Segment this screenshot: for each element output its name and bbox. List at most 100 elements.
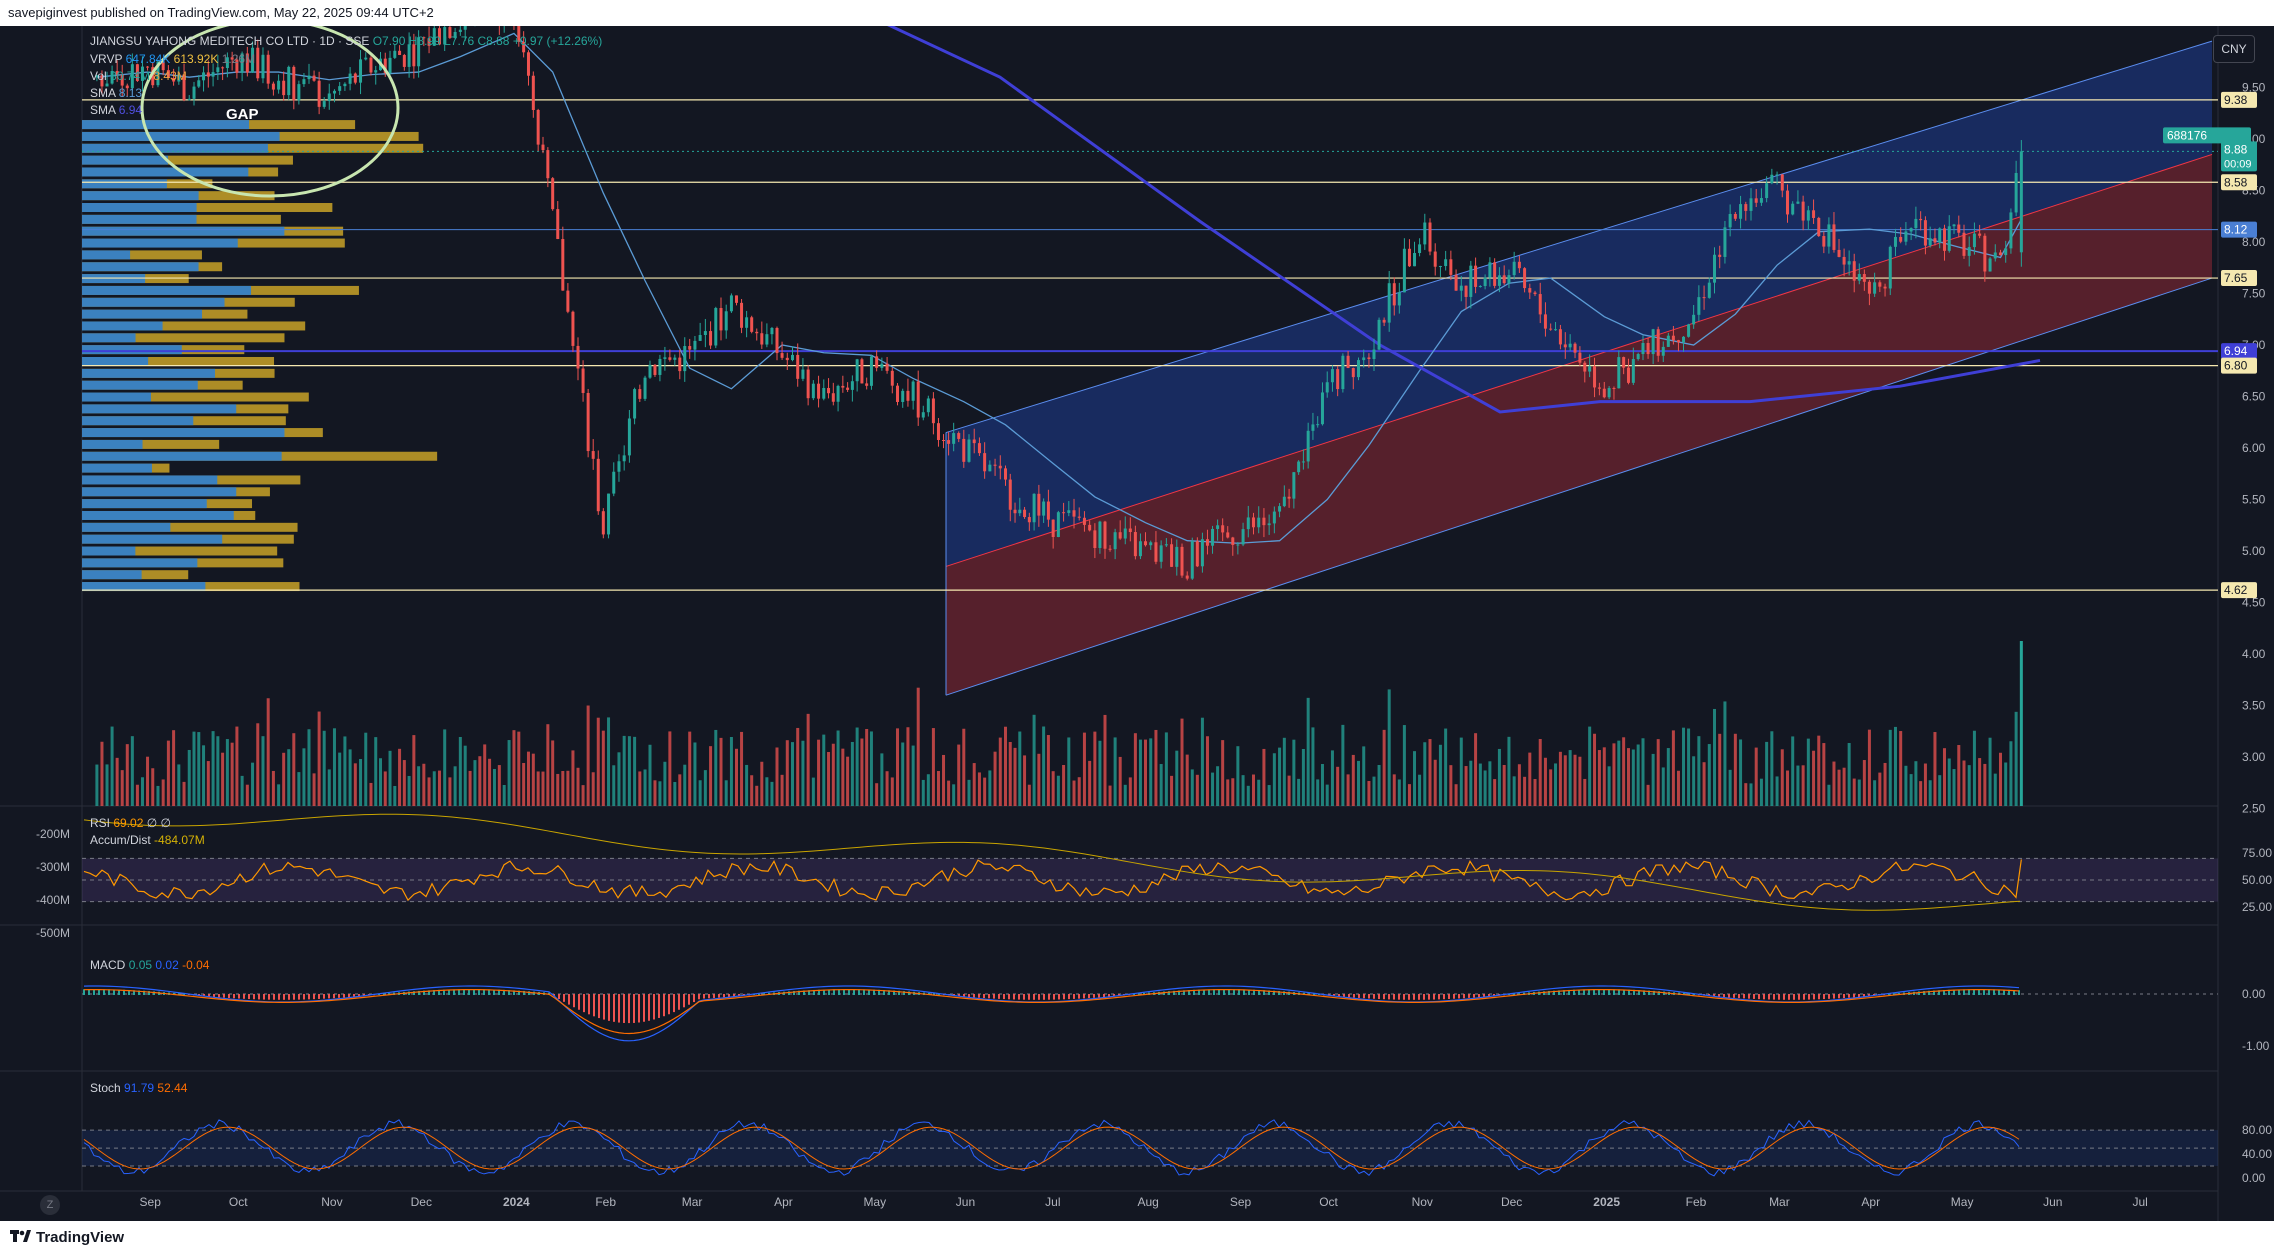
macd-hist-bar <box>1948 989 1950 995</box>
volume-bar <box>1785 770 1789 806</box>
reset-zoom-button[interactable]: Z <box>40 1195 60 1215</box>
candle-body <box>135 64 139 81</box>
volume-bar <box>453 766 457 806</box>
macd-hist-bar <box>703 994 705 999</box>
volume-bar <box>427 777 431 806</box>
candle-body <box>875 356 879 368</box>
volume-bar <box>714 729 718 806</box>
macd-hist-bar <box>453 989 455 995</box>
macd-hist-bar <box>1518 993 1520 995</box>
macd-hist-bar <box>1093 994 1095 998</box>
macd-hist-bar <box>1708 994 1710 996</box>
candle-body <box>140 66 144 81</box>
vrvp-row-up <box>82 499 207 509</box>
volume-bar <box>221 752 225 806</box>
volume-bar <box>120 770 124 806</box>
candle-body <box>1661 346 1665 356</box>
macd-hist-bar <box>178 993 180 995</box>
candle-body <box>1775 174 1779 176</box>
volume-bar <box>156 785 160 806</box>
candle-body <box>1464 285 1468 297</box>
volume-bar <box>1023 755 1027 806</box>
candle-body <box>841 385 845 388</box>
macd-hist-bar <box>1888 993 1890 995</box>
volume-bar <box>1554 763 1558 806</box>
candle-body <box>1947 226 1951 251</box>
vrvp-row-up <box>82 345 182 355</box>
macd-hist-bar <box>678 994 680 1010</box>
volume-bar <box>437 770 441 806</box>
macd-hist-bar <box>1248 989 1250 995</box>
price-axis-label: 4.00 <box>2242 647 2266 661</box>
vrvp-down: 613.92K <box>173 52 219 66</box>
macd-hist-bar <box>1243 989 1245 995</box>
macd-hist-bar <box>733 994 735 997</box>
volume-bar <box>1200 717 1204 806</box>
candle-body <box>297 84 301 101</box>
candle-body <box>261 54 265 79</box>
volume-bar <box>1154 729 1158 806</box>
macd-hist-bar <box>1098 994 1100 998</box>
macd-hist-bar <box>693 994 695 1003</box>
volume-bar <box>359 759 363 806</box>
volume-bar <box>1082 732 1086 806</box>
volume-bar <box>1474 733 1478 806</box>
candle-body <box>402 55 406 67</box>
candle-body <box>1517 261 1521 269</box>
volume-bar <box>1707 744 1711 806</box>
candle-body <box>1195 541 1199 567</box>
candle-body <box>1692 314 1696 325</box>
macd-label: MACD <box>90 958 126 972</box>
volume-bar <box>1330 750 1334 806</box>
macd-hist-bar <box>118 989 120 995</box>
macd-hist-bar <box>823 989 825 995</box>
candle-body <box>724 311 728 331</box>
candle-body <box>1578 352 1582 363</box>
candle-body <box>1149 542 1153 546</box>
macd-hist-bar <box>1793 994 1795 1000</box>
volume-bar <box>206 761 210 806</box>
macd-hist-bar <box>1973 989 1975 995</box>
macd-hist-bar <box>1258 989 1260 995</box>
macd-hist-bar <box>833 989 835 995</box>
candle-body <box>668 357 672 360</box>
candle-body <box>1032 493 1036 523</box>
chart-canvas[interactable]: 9.509.008.508.007.507.006.506.005.505.00… <box>0 0 2274 1221</box>
volume-bar <box>1942 748 1946 806</box>
volume-bar <box>1517 764 1521 806</box>
vrvp-row-up <box>82 487 237 497</box>
time-axis-label: Apr <box>1861 1195 1880 1209</box>
vrvp-row-up <box>82 428 285 438</box>
macd-hist-bar <box>113 989 115 995</box>
vrvp-total: 1.26M <box>221 52 256 66</box>
volume-bar <box>1046 735 1050 806</box>
macd-hist-bar <box>1758 994 1760 1000</box>
volume-bar <box>507 740 511 806</box>
macd-hist-bar <box>1753 994 1755 999</box>
candle-body <box>338 86 342 91</box>
volume-bar <box>369 782 373 806</box>
legend-ad: Accum/Dist -484.07M <box>90 833 205 847</box>
volume-bar <box>388 750 392 806</box>
macd-hist-bar <box>518 990 520 995</box>
currency-button[interactable]: CNY <box>2213 35 2255 63</box>
macd-hist-bar <box>1003 994 1005 1000</box>
volume-bar <box>497 765 501 806</box>
volume-bar <box>1077 777 1081 806</box>
volume-bar <box>1392 774 1396 806</box>
volume-bar <box>693 742 697 806</box>
candle-body <box>906 390 910 401</box>
volume-bar <box>100 741 104 806</box>
time-axis-label: Jul <box>2133 1195 2148 1209</box>
candle-body <box>1241 529 1245 545</box>
volume-bar <box>297 772 301 806</box>
chart-area[interactable]: 9.509.008.508.007.507.006.506.005.505.00… <box>0 0 2274 1221</box>
volume-bar <box>1042 726 1046 806</box>
candle-body <box>962 438 966 462</box>
volume-bar <box>95 764 99 806</box>
macd-hist-bar <box>1268 990 1270 995</box>
candle-body <box>327 93 331 102</box>
volume-bar <box>1702 762 1706 806</box>
macd-hist-bar <box>728 994 730 997</box>
time-axis-label: Nov <box>1412 1195 1433 1209</box>
